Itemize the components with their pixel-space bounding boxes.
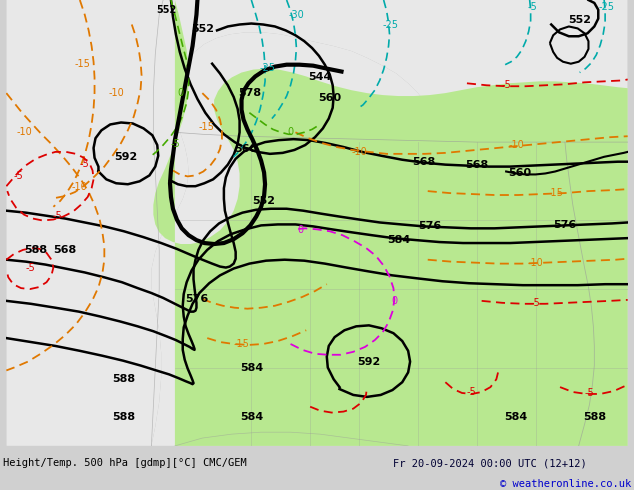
Text: Height/Temp. 500 hPa [gdmp][°C] CMC/GEM: Height/Temp. 500 hPa [gdmp][°C] CMC/GEM (3, 458, 247, 468)
Text: 552: 552 (568, 15, 591, 24)
Text: -5: -5 (13, 172, 23, 181)
Text: -25: -25 (382, 20, 399, 29)
Text: -5: -5 (53, 211, 62, 220)
Text: 568: 568 (53, 245, 77, 255)
Text: 576: 576 (553, 220, 576, 230)
Text: -5: -5 (531, 298, 540, 308)
Text: -5: -5 (467, 387, 477, 397)
Text: -5: -5 (585, 388, 594, 398)
Text: -15: -15 (198, 122, 214, 132)
Text: -15: -15 (75, 59, 91, 69)
Polygon shape (152, 32, 628, 446)
Polygon shape (6, 0, 628, 446)
Text: 584: 584 (504, 412, 527, 421)
Text: -10: -10 (72, 182, 87, 192)
Text: 584: 584 (240, 363, 263, 372)
Text: -5: -5 (80, 159, 89, 169)
Text: 544: 544 (308, 73, 332, 82)
Text: 588: 588 (112, 412, 136, 421)
Text: -5: -5 (26, 263, 36, 272)
Text: 576: 576 (185, 294, 208, 304)
Text: 0: 0 (391, 296, 398, 306)
Text: -25: -25 (598, 2, 614, 12)
Text: 552: 552 (156, 5, 176, 15)
Text: Fr 20-09-2024 00:00 UTC (12+12): Fr 20-09-2024 00:00 UTC (12+12) (393, 458, 587, 468)
Text: 588: 588 (24, 245, 48, 255)
Text: 588: 588 (112, 374, 136, 384)
Text: 576: 576 (418, 221, 441, 231)
Text: 568: 568 (465, 160, 488, 170)
Text: -15: -15 (233, 339, 249, 349)
Text: -5: -5 (170, 139, 180, 149)
Text: -5: -5 (527, 2, 538, 12)
Text: -10: -10 (16, 127, 32, 137)
Text: 0: 0 (178, 88, 184, 98)
Text: -25: -25 (259, 63, 275, 73)
Text: 552: 552 (191, 24, 214, 34)
Polygon shape (153, 0, 628, 446)
Text: -10: -10 (108, 88, 124, 98)
Text: 560: 560 (508, 169, 531, 178)
Text: © weatheronline.co.uk: © weatheronline.co.uk (500, 479, 631, 489)
Text: -10: -10 (527, 258, 543, 268)
Text: 560: 560 (318, 93, 341, 103)
Text: 0: 0 (287, 127, 294, 137)
Text: 552: 552 (252, 196, 276, 206)
Text: -5: -5 (501, 80, 511, 90)
Text: 592: 592 (114, 152, 138, 162)
Text: 584: 584 (240, 412, 263, 421)
Text: 578: 578 (238, 88, 261, 98)
Text: 560: 560 (234, 144, 257, 154)
Text: -10: -10 (351, 147, 367, 157)
Text: -15: -15 (547, 188, 563, 198)
Text: -10: -10 (508, 140, 524, 150)
Text: 584: 584 (387, 235, 410, 245)
Text: 568: 568 (412, 157, 436, 167)
Text: 0: 0 (297, 225, 304, 235)
Text: -30: -30 (288, 10, 304, 20)
Text: 592: 592 (358, 357, 380, 367)
Text: 588: 588 (583, 412, 606, 421)
